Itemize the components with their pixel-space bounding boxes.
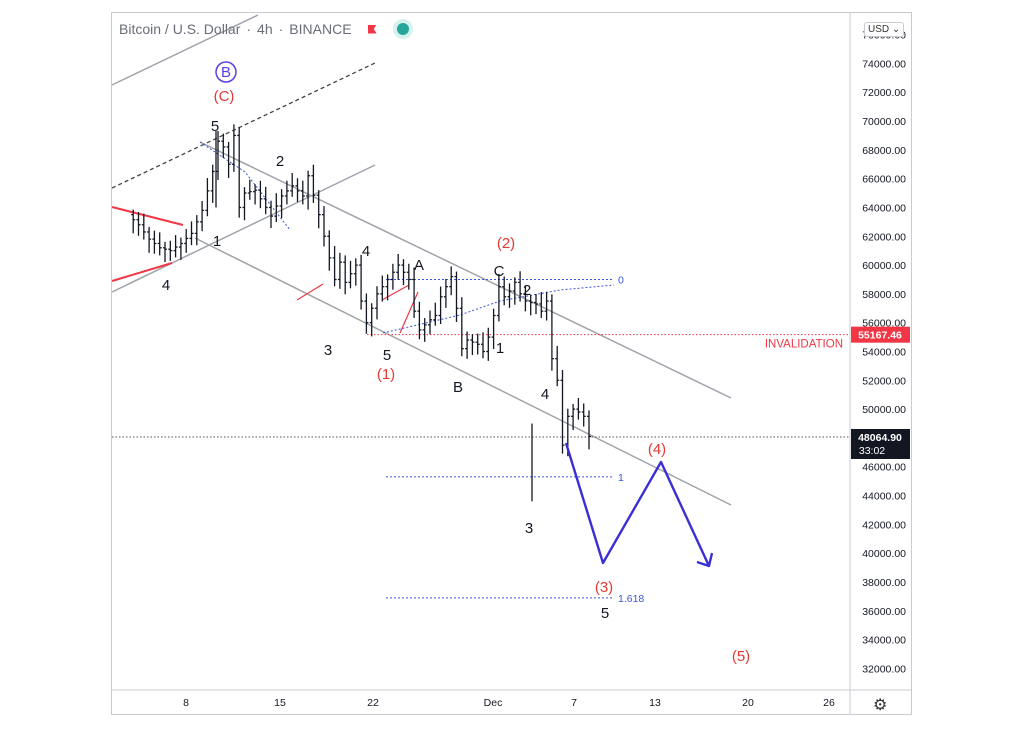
- wave-label: (4): [648, 441, 666, 458]
- x-tick-label: Dec: [484, 697, 503, 709]
- wave-label: (3): [595, 579, 613, 596]
- wave-label: 4: [162, 277, 170, 294]
- current-price-badge: [851, 428, 910, 459]
- projection-path: [564, 442, 711, 567]
- wave-label-circle: [215, 61, 237, 83]
- y-tick-label: 74000.00: [862, 58, 906, 70]
- x-tick-label: 8: [183, 697, 189, 709]
- flag-icon[interactable]: [367, 24, 377, 34]
- y-tick-label: 50000.00: [862, 404, 906, 416]
- y-tick-label: 72000.00: [862, 87, 906, 99]
- y-tick-label: 44000.00: [862, 491, 906, 503]
- wave-label: 2: [523, 282, 531, 299]
- wedge-line: [111, 262, 173, 282]
- current-price-label: 48064.90: [858, 432, 902, 444]
- wave-label: 3: [525, 520, 533, 537]
- y-tick-label: 36000.00: [862, 606, 906, 618]
- y-tick-label: 70000.00: [862, 116, 906, 128]
- fib-level-label: 1: [618, 472, 624, 484]
- wave-label: 4: [541, 386, 549, 403]
- chart-header: Bitcoin / U.S. Dollar · 4h · BINANCE: [119, 18, 409, 40]
- red-segment: [296, 283, 324, 301]
- y-tick-label: 52000.00: [862, 375, 906, 387]
- live-dot-icon: [396, 23, 409, 35]
- red-segment: [381, 284, 410, 301]
- y-tick-label: 68000.00: [862, 145, 906, 157]
- wedge-line: [111, 206, 184, 226]
- y-tick-label: 64000.00: [862, 202, 906, 214]
- wave-label: 2: [276, 153, 284, 170]
- x-tick-label: 26: [823, 697, 835, 709]
- y-tick-label: 38000.00: [862, 577, 906, 589]
- wave-label: (1): [377, 366, 395, 383]
- wave-label: 5: [383, 347, 391, 364]
- wave-label: 1: [496, 340, 504, 357]
- y-tick-label: 60000.00: [862, 260, 906, 272]
- y-tick-label: 40000.00: [862, 548, 906, 560]
- wave-label: (2): [497, 235, 515, 252]
- y-tick-label: 54000.00: [862, 347, 906, 359]
- separator: ·: [246, 21, 252, 37]
- x-tick-label: 7: [571, 697, 577, 709]
- wave-label: 5: [211, 118, 219, 135]
- invalidation-text: INVALIDATION: [765, 339, 843, 351]
- gear-icon[interactable]: ⚙: [873, 697, 888, 714]
- fib-level-label: 0: [618, 274, 624, 286]
- red-segment: [399, 291, 419, 334]
- trend-channel-line: [199, 141, 732, 399]
- wave-label: 3: [324, 342, 332, 359]
- separator: ·: [278, 21, 284, 37]
- y-tick-label: 34000.00: [862, 635, 906, 647]
- y-tick-label: 46000.00: [862, 462, 906, 474]
- chevron-down-icon: ⌄: [889, 24, 901, 35]
- wave-label: B: [221, 64, 231, 81]
- wave-label: 1: [213, 233, 221, 250]
- y-tick-label: 62000.00: [862, 231, 906, 243]
- wave-label: B: [453, 379, 463, 396]
- x-tick-label: 20: [742, 697, 754, 709]
- currency-label: USD: [868, 24, 890, 35]
- dashed-channel-line: [111, 62, 376, 189]
- projection-arrowhead: [696, 552, 714, 568]
- trend-channel-line: [111, 14, 259, 86]
- currency-button[interactable]: USD ⌄: [864, 22, 905, 37]
- dotted-connector: [382, 284, 615, 334]
- wave-label: 4: [362, 243, 370, 260]
- exchange-label: BINANCE: [289, 21, 352, 37]
- fib-level-label: 1.618: [618, 593, 644, 605]
- y-tick-label: 58000.00: [862, 289, 906, 301]
- wave-label: A: [414, 257, 424, 274]
- interval-label[interactable]: 4h: [257, 21, 273, 37]
- wave-label: (C): [214, 88, 235, 105]
- x-tick-label: 15: [274, 697, 286, 709]
- y-tick-label: 42000.00: [862, 519, 906, 531]
- x-tick-label: 22: [367, 697, 379, 709]
- y-tick-label: 66000.00: [862, 174, 906, 186]
- wave-label: C: [494, 263, 505, 280]
- invalidation-price-label: 55167.46: [858, 330, 902, 342]
- countdown-label: 33:02: [859, 445, 885, 457]
- x-tick-label: 13: [649, 697, 661, 709]
- y-tick-label: 32000.00: [862, 663, 906, 675]
- symbol-name[interactable]: Bitcoin / U.S. Dollar: [119, 21, 241, 37]
- wave-label: (5): [732, 648, 750, 665]
- trend-channel-line: [194, 237, 732, 506]
- trend-channel-line: [111, 164, 376, 293]
- wave-label: 5: [601, 605, 609, 622]
- invalidation-price-badge: [851, 326, 910, 343]
